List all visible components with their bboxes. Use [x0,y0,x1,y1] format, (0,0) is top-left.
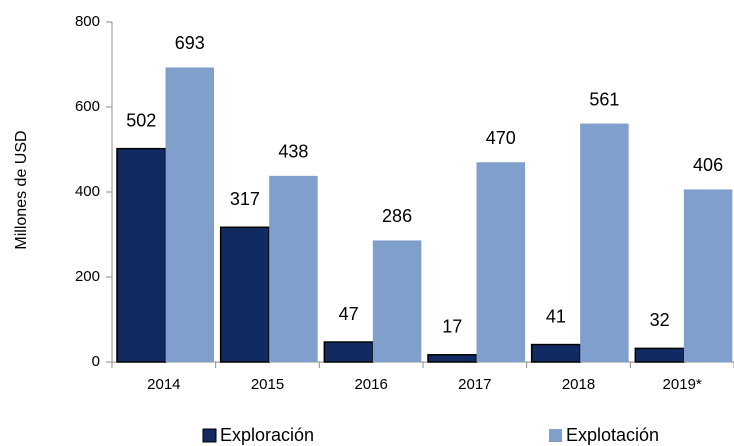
data-label: 317 [230,189,260,209]
bar [372,240,422,362]
y-tick-label: 600 [75,98,100,115]
y-tick-label: 200 [75,268,100,285]
bar [476,162,525,362]
y-tick-label: 0 [92,353,100,370]
x-tick-label: 2016 [354,376,387,393]
x-tick-label: 2017 [458,376,491,393]
bar [116,147,167,363]
bar [269,175,318,362]
bar [530,343,581,363]
legend-swatch [549,429,562,442]
y-tick-label: 800 [75,13,100,30]
bar [580,123,629,362]
data-label: 286 [382,206,412,226]
data-label: 41 [546,306,566,326]
bar [427,354,478,363]
bar [634,347,685,363]
x-tick-label: 2015 [251,376,284,393]
legend-label: Exploración [220,425,314,445]
legend-swatch [202,428,217,443]
bar [219,226,270,363]
bar [165,67,214,362]
data-label: 32 [650,310,670,330]
data-label: 17 [442,317,462,337]
y-tick-label: 400 [75,183,100,200]
data-label: 561 [589,89,619,109]
data-label: 693 [175,33,205,53]
data-label: 406 [693,155,723,175]
legend-label: Explotación [566,425,659,445]
data-label: 47 [339,304,359,324]
x-tick-label: 2018 [562,376,595,393]
x-tick-label: 2019* [663,376,702,393]
data-label: 502 [126,110,156,130]
data-label: 438 [278,142,308,162]
bar [323,341,374,363]
x-tick-label: 2014 [147,376,180,393]
bar [683,189,733,362]
y-axis-label: Millones de USD [13,130,30,249]
data-label: 470 [486,128,516,148]
